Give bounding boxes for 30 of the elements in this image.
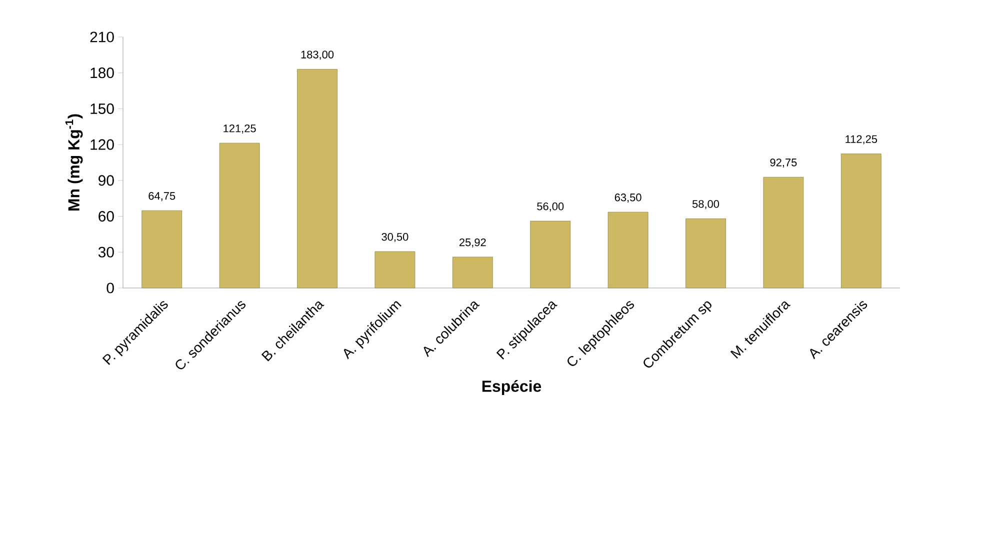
data-label: 121,25 <box>224 124 256 134</box>
data-label: 64,75 <box>148 192 176 202</box>
data-label: 25,92 <box>459 238 486 248</box>
bar <box>763 176 804 288</box>
data-label: 56,00 <box>537 202 564 212</box>
x-axis-title: Espécie <box>482 380 542 396</box>
bar <box>219 142 260 288</box>
y-tick-label: 180 <box>90 68 114 78</box>
y-tick-label: 30 <box>98 246 114 258</box>
bar <box>686 218 726 288</box>
data-label: 92,75 <box>770 158 797 168</box>
data-label: 112,25 <box>846 135 878 144</box>
bar <box>297 69 338 288</box>
bar <box>840 154 882 288</box>
bar <box>374 251 416 288</box>
bar <box>530 220 571 288</box>
y-tick-label: 60 <box>98 210 114 222</box>
y-tick-label: 90 <box>98 175 114 186</box>
bar <box>142 210 182 288</box>
data-label: 30,50 <box>382 232 408 242</box>
y-axis-title: Mn (mg Kg$^{-1}$) <box>65 114 83 210</box>
data-label: 58,00 <box>692 200 720 210</box>
bar <box>452 256 493 288</box>
bar <box>608 212 648 288</box>
y-tick-label: 0 <box>106 282 114 294</box>
y-tick-label: 210 <box>90 32 114 42</box>
data-label: 63,50 <box>614 194 642 203</box>
y-tick-label: 150 <box>90 103 114 114</box>
data-label: 183,00 <box>301 50 334 60</box>
y-tick-label: 120 <box>90 139 114 150</box>
